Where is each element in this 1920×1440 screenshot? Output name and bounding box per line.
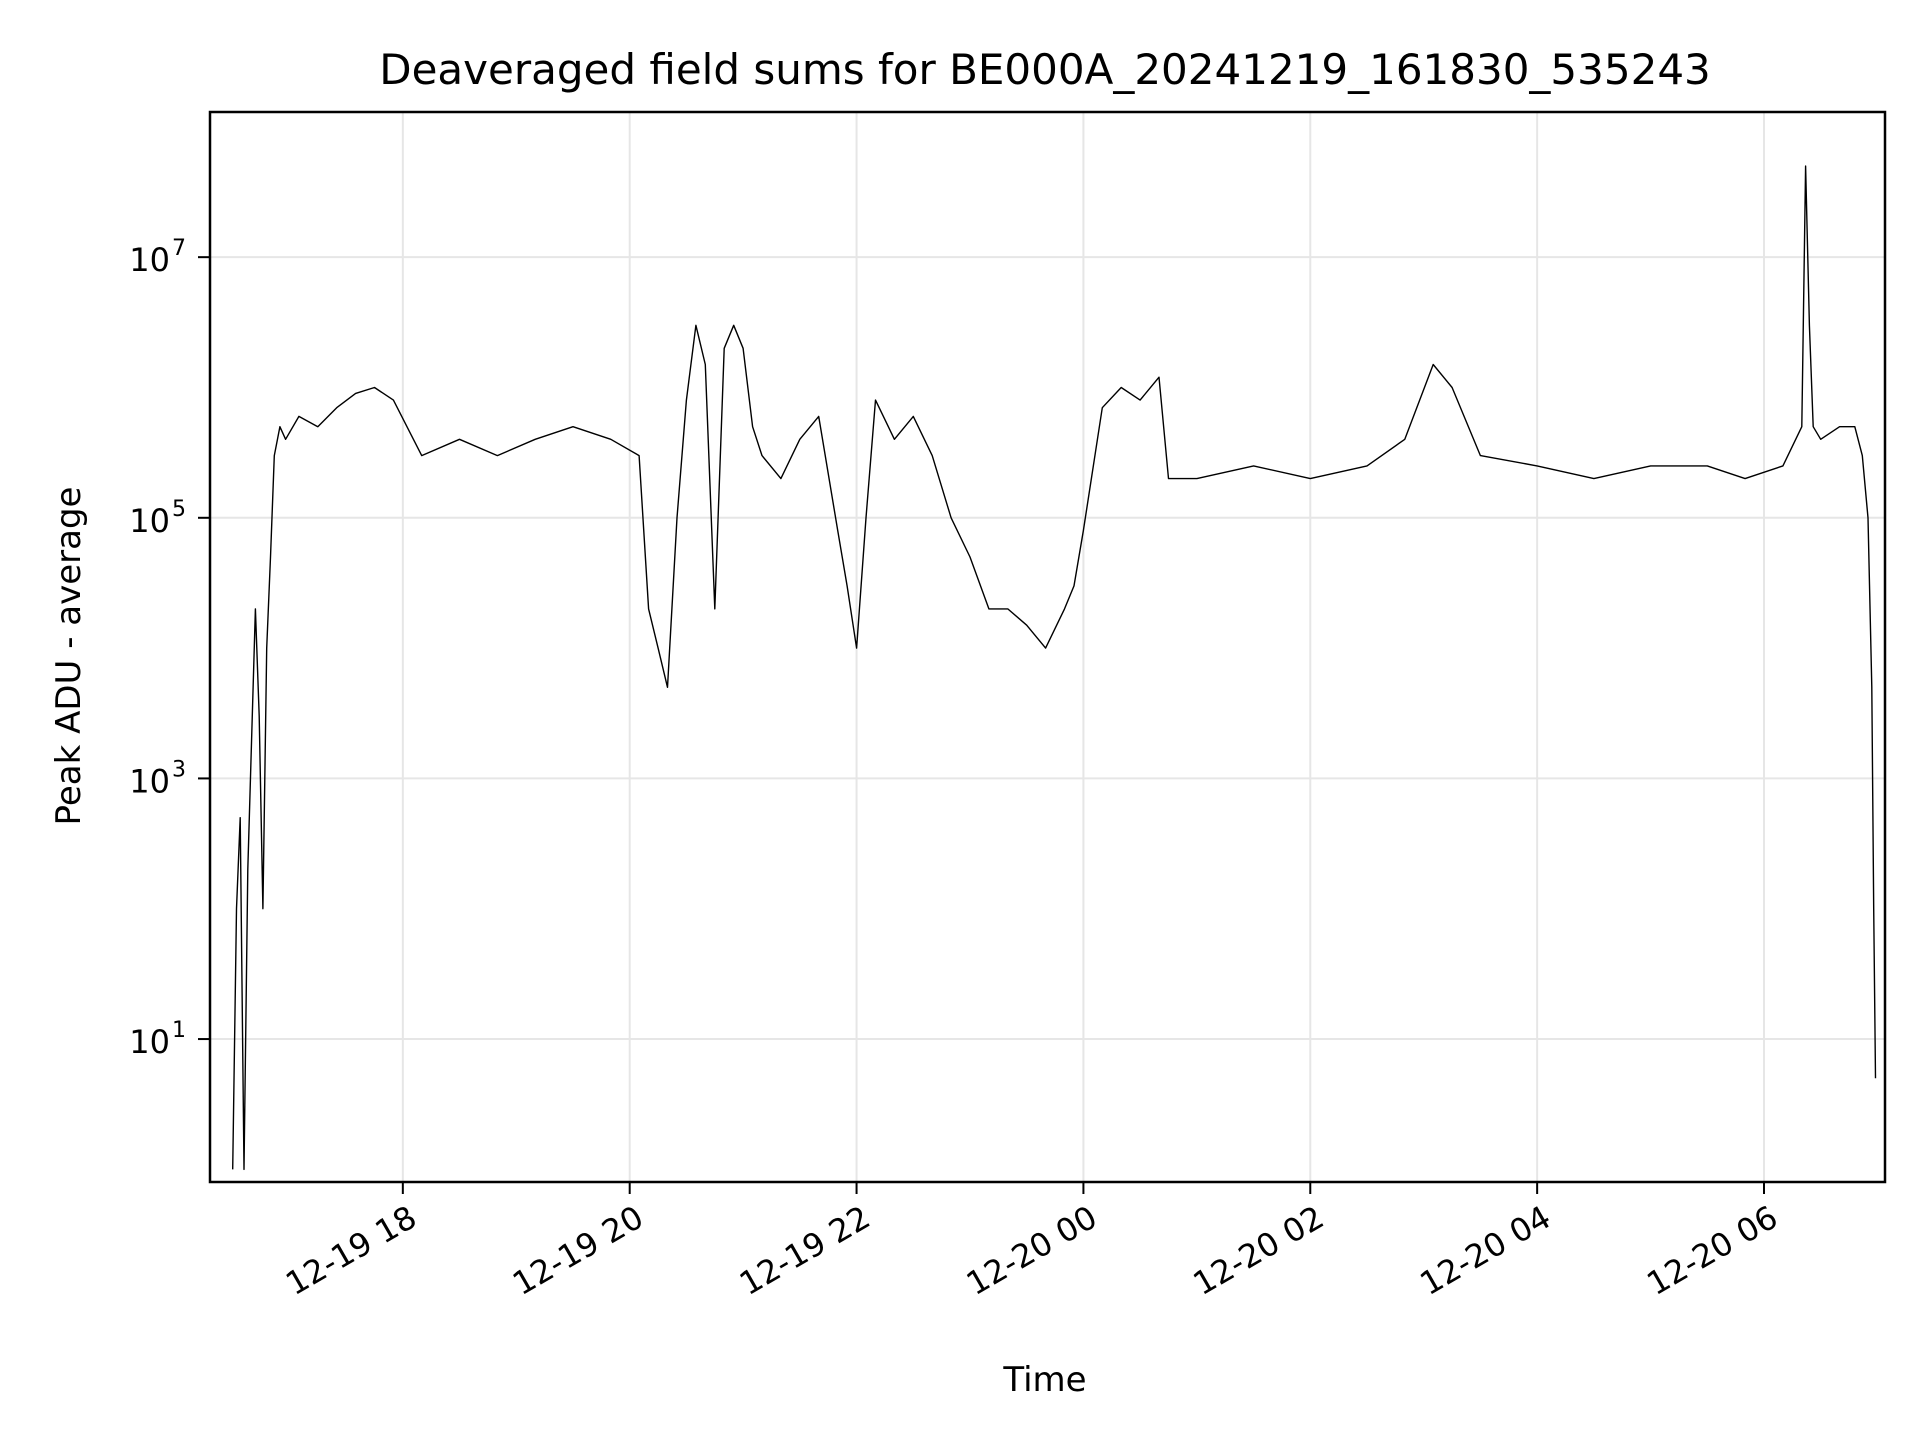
chart-title: Deaveraged field sums for BE000A_2024121… bbox=[379, 45, 1711, 94]
x-axis-ticks: 12-19 18 12-19 20 12-19 22 12-20 00 12-20 02… bbox=[279, 1182, 1784, 1303]
x-tick-label: 12-19 18 bbox=[279, 1198, 423, 1303]
plot-frame bbox=[208, 110, 1887, 1184]
x-tick-label: 12-19 22 bbox=[733, 1198, 877, 1303]
y-tick-base: 10 bbox=[129, 1023, 170, 1061]
x-tick-label: 12-20 02 bbox=[1187, 1198, 1331, 1303]
y-tick-base: 10 bbox=[129, 762, 170, 800]
y-tick-label: 10 bbox=[129, 241, 170, 279]
y-tick-exponent: 3 bbox=[172, 757, 186, 782]
grid-layer bbox=[210, 112, 1885, 1182]
y-tick-base: 10 bbox=[129, 502, 170, 540]
series-line-peak-adu bbox=[232, 165, 1877, 1171]
y-tick-exponent: 1 bbox=[172, 1018, 186, 1043]
y-tick-label: 10 bbox=[129, 762, 170, 800]
y-axis-label: Peak ADU - average bbox=[49, 487, 89, 826]
x-tick-label: 12-19 20 bbox=[506, 1198, 650, 1303]
x-tick-label: 12-20 04 bbox=[1414, 1198, 1558, 1303]
y-tick-exponent: 5 bbox=[172, 497, 186, 522]
x-tick-label: 12-20 06 bbox=[1640, 1198, 1784, 1303]
y-tick-label: 10 bbox=[129, 1023, 170, 1061]
x-axis-label: Time bbox=[1002, 1360, 1086, 1400]
y-tick-exponent: 7 bbox=[172, 236, 186, 261]
y-tick-label: 10 bbox=[129, 502, 170, 540]
y-tick-base: 10 bbox=[129, 241, 170, 279]
x-tick-label: 12-20 00 bbox=[960, 1198, 1104, 1303]
